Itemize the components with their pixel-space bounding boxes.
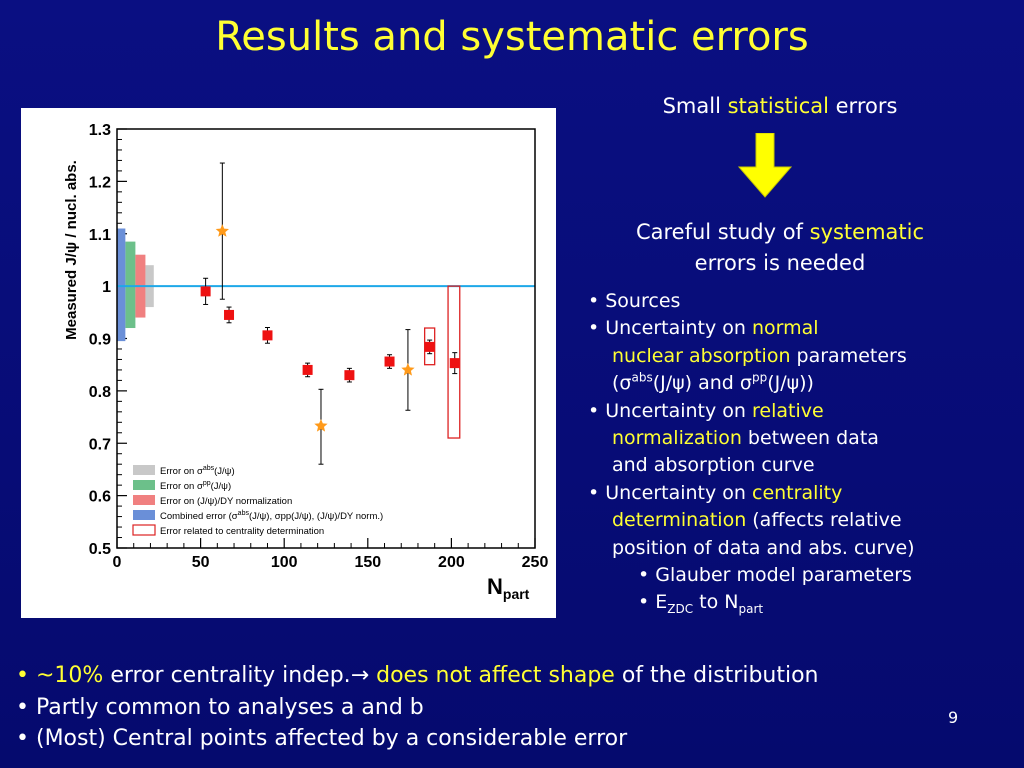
- legend-swatch: [133, 480, 155, 490]
- x-tick-label: 0: [113, 554, 122, 571]
- legend-entry: Error related to centrality determinatio…: [160, 526, 324, 537]
- bullet-normal-absorption: • Uncertainty on normal: [588, 317, 819, 340]
- bullet-glauber: • Glauber model parameters: [638, 564, 912, 587]
- data-point-square: [262, 330, 273, 341]
- y-tick-label: 0.9: [89, 332, 111, 349]
- x-axis-label-sub: part: [503, 586, 530, 602]
- data-point-square: [384, 356, 395, 367]
- legend-swatch: [133, 495, 155, 505]
- x-tick-label: 50: [192, 554, 210, 571]
- legend-entry: Error on σabs(J/ψ): [160, 465, 235, 477]
- down-arrow-icon: [737, 133, 793, 198]
- x-tick-label: 150: [354, 554, 381, 571]
- y-tick-label: 1.2: [89, 174, 111, 191]
- data-point-square: [302, 364, 313, 375]
- bottom-bullet-3: • (Most) Central points affected by a co…: [16, 726, 628, 751]
- y-tick-label: 1: [102, 279, 111, 296]
- bottom-bullet-1: • ~10% error centrality indep.→ does not…: [16, 663, 819, 688]
- y-axis-label: Measured J/ψ / nucl. abs.: [63, 160, 80, 340]
- legend-swatch-box: [132, 524, 156, 536]
- x-tick-label: 200: [438, 554, 465, 571]
- data-point-square: [344, 370, 355, 381]
- x-axis-label: Npart: [487, 574, 530, 602]
- plot-frame: [116, 128, 536, 549]
- data-point-square: [200, 286, 211, 297]
- bottom-bullet-list: • ~10% error centrality indep.→ does not…: [16, 660, 819, 755]
- legend-entry: Error on (J/ψ)/DY normalization: [160, 496, 292, 507]
- data-point-square: [424, 341, 435, 352]
- bullet-ezdc: • EZDC to Npart: [638, 591, 764, 617]
- y-tick-label: 1.1: [89, 227, 111, 244]
- small-stat-errors-text: Small statistical errors: [662, 94, 898, 118]
- slide-title: Results and systematic errors: [215, 14, 809, 60]
- chart-panel: 0.5 0.6 0.7 0.8 0.9 1 1.1 1.2 1.3 0 50 100 150 200 250…: [21, 108, 556, 618]
- data-point-star: [314, 419, 328, 432]
- legend-swatch: [133, 465, 155, 475]
- systematic-band: [125, 241, 136, 329]
- y-tick-label: 0.7: [89, 436, 111, 453]
- y-tick-label: 0.6: [89, 489, 111, 506]
- data-point-square: [224, 309, 235, 320]
- legend-entry: Error on σpp(J/ψ): [160, 480, 231, 492]
- centrality-error-box: [423, 327, 436, 366]
- data-point-star: [401, 362, 415, 376]
- bullet-sources: • Sources: [588, 290, 681, 312]
- page-number: 9: [948, 708, 959, 727]
- data-point-square: [449, 358, 460, 369]
- y-tick-label: 1.3: [89, 122, 111, 139]
- systematic-band: [117, 228, 126, 342]
- centrality-error-box: [447, 285, 461, 439]
- careful-study-text: Careful study of systematic errors is ne…: [635, 220, 925, 275]
- legend-entry: Combined error (σabs(J/ψ), σpp(J/ψ), (J/…: [160, 510, 383, 522]
- sources-bullet-list: • Sources • Uncertainty on normal nuclea…: [588, 290, 915, 617]
- y-tick-label: 0.5: [89, 541, 111, 558]
- bottom-bullet-2: • Partly common to analyses a and b: [16, 694, 424, 720]
- x-tick-label: 250: [522, 554, 549, 571]
- bullet-relative-normalization: • Uncertainty on relative: [588, 399, 824, 422]
- x-tick-label: 100: [271, 554, 298, 571]
- chart-svg: 0.5 0.6 0.7 0.8 0.9 1 1.1 1.2 1.3 0 50 100 150 200 250…: [63, 122, 549, 602]
- bullet-centrality: • Uncertainty on centrality: [588, 481, 843, 504]
- legend-swatch: [133, 510, 155, 520]
- data-point-star: [215, 224, 229, 237]
- x-axis-label-main: N: [487, 574, 503, 599]
- y-tick-label: 0.8: [89, 384, 111, 401]
